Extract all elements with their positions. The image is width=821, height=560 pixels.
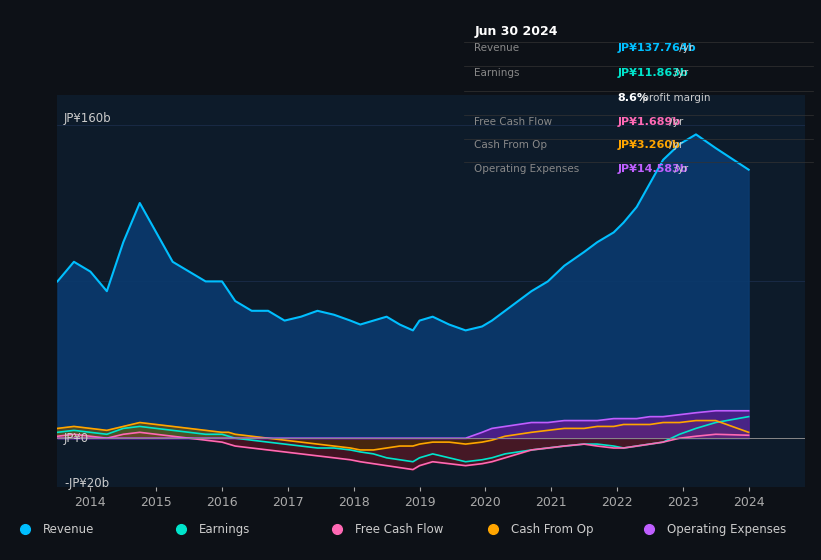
Text: JP¥0: JP¥0 bbox=[64, 432, 89, 445]
Text: /yr: /yr bbox=[666, 116, 683, 127]
Text: Revenue: Revenue bbox=[475, 43, 520, 53]
Text: Free Cash Flow: Free Cash Flow bbox=[475, 116, 553, 127]
Text: 8.6%: 8.6% bbox=[617, 92, 649, 102]
Text: Operating Expenses: Operating Expenses bbox=[667, 522, 786, 536]
Text: Revenue: Revenue bbox=[43, 522, 94, 536]
Text: Cash From Op: Cash From Op bbox=[511, 522, 593, 536]
Text: Earnings: Earnings bbox=[199, 522, 250, 536]
Text: /yr: /yr bbox=[677, 43, 694, 53]
Text: Free Cash Flow: Free Cash Flow bbox=[355, 522, 443, 536]
Text: /yr: /yr bbox=[671, 164, 688, 174]
Text: JP¥3.260b: JP¥3.260b bbox=[617, 141, 681, 151]
Text: /yr: /yr bbox=[666, 141, 683, 151]
Text: JP¥1.689b: JP¥1.689b bbox=[617, 116, 681, 127]
Text: /yr: /yr bbox=[671, 68, 688, 78]
Text: JP¥14.583b: JP¥14.583b bbox=[617, 164, 688, 174]
Text: JP¥160b: JP¥160b bbox=[64, 111, 112, 125]
Text: Jun 30 2024: Jun 30 2024 bbox=[475, 25, 557, 38]
Text: Cash From Op: Cash From Op bbox=[475, 141, 548, 151]
Text: -JP¥20b: -JP¥20b bbox=[64, 477, 109, 491]
Text: Earnings: Earnings bbox=[475, 68, 520, 78]
Text: JP¥11.863b: JP¥11.863b bbox=[617, 68, 688, 78]
Text: profit margin: profit margin bbox=[639, 92, 710, 102]
Text: Operating Expenses: Operating Expenses bbox=[475, 164, 580, 174]
Text: JP¥137.764b: JP¥137.764b bbox=[617, 43, 696, 53]
